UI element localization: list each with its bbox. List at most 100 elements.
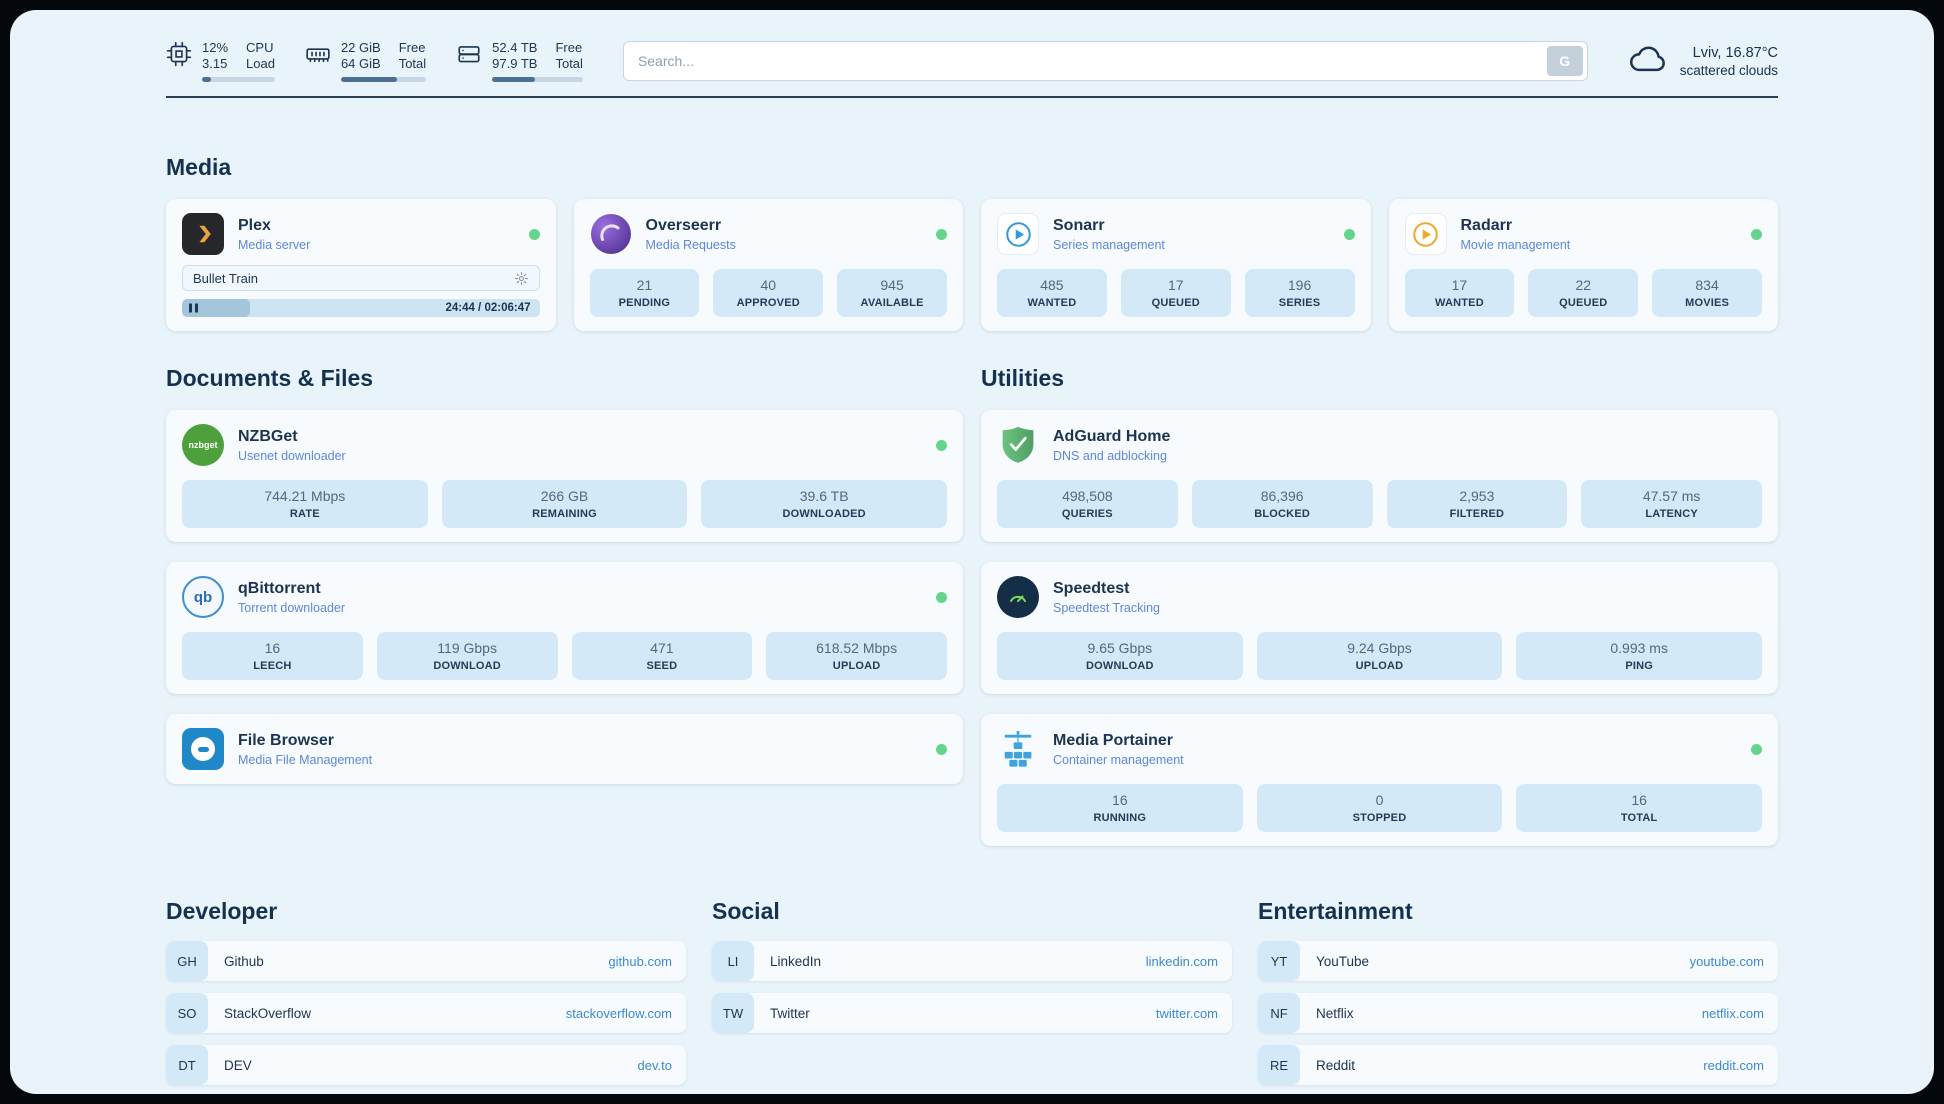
app-subtitle: DNS and adblocking [1053, 448, 1167, 463]
bookmark-name: DEV [224, 1057, 252, 1073]
status-dot [528, 228, 540, 240]
nzbget-icon: nzbget [182, 424, 224, 466]
bookmark-abbr: GH [166, 941, 208, 981]
documents-section: Documents & Files nzbget NZBGet Usenet d… [166, 365, 963, 784]
app-card-qbittorrent[interactable]: qb qBittorrent Torrent downloader 16 LEEC… [166, 562, 963, 694]
bookmark-abbr: LI [712, 941, 754, 981]
stat-box: 47.57 ms LATENCY [1581, 480, 1762, 528]
status-dot [1751, 228, 1762, 240]
app-card-speedtest[interactable]: Speedtest Speedtest Tracking 9.65 Gbps DO… [981, 562, 1778, 694]
app-card-portainer[interactable]: Media Portainer Container management 16 R… [981, 714, 1778, 846]
ram-progress-fill [340, 77, 398, 82]
stat-box: 0 STOPPED [1256, 784, 1503, 832]
ram-total-value: 64 GiB [340, 56, 381, 71]
bookmark-twitter[interactable]: TW Twitter twitter.com [712, 993, 1232, 1033]
bookmark-github[interactable]: GH Github github.com [166, 941, 686, 981]
bookmark-url: dev.to [637, 1057, 672, 1073]
stat-box: 9.65 Gbps DOWNLOAD [997, 632, 1243, 680]
app-card-nzbget[interactable]: nzbget NZBGet Usenet downloader 744.21 M… [166, 410, 963, 542]
bookmark-name: Twitter [770, 1005, 810, 1021]
stat-box: 0.993 ms PING [1516, 632, 1762, 680]
stat-box: 16 TOTAL [1516, 784, 1762, 832]
status-dot [1343, 228, 1355, 240]
app-card-filebrowser[interactable]: File Browser Media File Management [166, 714, 963, 784]
app-card-overseerr[interactable]: Overseerr Media Requests 21 PENDING 40 APP… [573, 199, 963, 331]
status-dot [1751, 743, 1762, 755]
bookmark-abbr: TW [712, 993, 754, 1033]
stat-box: 471 SEED [571, 632, 753, 680]
now-playing-title: Bullet Train [193, 270, 259, 286]
media-section: Media Plex Media server Bullet Train [166, 154, 1778, 331]
app-subtitle: Series management [1053, 237, 1165, 252]
bookmark-dev[interactable]: DT DEV dev.to [166, 1045, 686, 1085]
app-subtitle: Usenet downloader [238, 448, 346, 463]
bookmark-url: linkedin.com [1145, 953, 1218, 969]
bookmark-url: netflix.com [1701, 1005, 1764, 1021]
stat-box: 945 AVAILABLE [837, 269, 947, 317]
disk-free-label: Free [555, 40, 583, 55]
disk-total-value: 97.9 TB [492, 56, 538, 71]
bookmark-url: twitter.com [1155, 1005, 1218, 1021]
app-subtitle: Media File Management [238, 752, 373, 767]
search-box: G [622, 41, 1588, 81]
app-title: File Browser [238, 731, 335, 749]
disk-progress-track [492, 77, 583, 82]
cpu-progress-fill [202, 77, 211, 82]
app-subtitle: Container management [1053, 752, 1184, 767]
stat-box: 86,396 BLOCKED [1191, 480, 1373, 528]
topbar: 12% CPU 3.15 Load [166, 40, 1778, 82]
bookmark-url: reddit.com [1703, 1057, 1764, 1073]
weather-location: Lviv, 16.87°C [1692, 44, 1778, 61]
search-engine-button[interactable]: G [1546, 46, 1583, 76]
app-title: Sonarr [1053, 216, 1105, 234]
cpu-metric: 12% CPU 3.15 Load [166, 40, 275, 82]
bookmark-url: youtube.com [1689, 953, 1764, 969]
overseerr-icon [590, 213, 632, 255]
bookmark-name: YouTube [1316, 953, 1370, 969]
bookmark-url: github.com [608, 953, 672, 969]
app-title: Media Portainer [1053, 731, 1174, 749]
app-subtitle: Media Requests [645, 237, 736, 252]
bookmark-group-developer: Developer GH Github github.com SO StackO… [166, 898, 686, 1085]
bookmark-group-social: Social LI LinkedIn linkedin.com TW Twitt… [712, 898, 1232, 1085]
cpu-label: CPU [246, 40, 274, 55]
app-card-sonarr[interactable]: Sonarr Series management 485 WANTED 17 QUE… [981, 199, 1371, 331]
stat-box: 119 Gbps DOWNLOAD [376, 632, 558, 680]
disk-metric: 52.4 TB Free 97.9 TB Total [456, 40, 583, 82]
bookmark-stackoverflow[interactable]: SO StackOverflow stackoverflow.com [166, 993, 686, 1033]
bookmark-linkedin[interactable]: LI LinkedIn linkedin.com [712, 941, 1232, 981]
portainer-icon [997, 728, 1039, 770]
app-subtitle: Torrent downloader [238, 600, 346, 615]
cpu-usage-value: 12% [202, 40, 229, 55]
ram-metric: 22 GiB Free 64 GiB Total [305, 40, 427, 82]
plex-icon [182, 213, 224, 255]
search-input[interactable] [622, 41, 1588, 81]
documents-section-title: Documents & Files [166, 365, 374, 391]
stat-box: 21 PENDING [589, 269, 700, 317]
bookmark-youtube[interactable]: YT YouTube youtube.com [1258, 941, 1778, 981]
stat-box: 17 WANTED [1404, 269, 1515, 317]
bookmark-name: LinkedIn [770, 953, 822, 969]
stat-box: 618.52 Mbps UPLOAD [766, 632, 947, 680]
app-title: Radarr [1460, 216, 1513, 234]
gear-icon[interactable] [514, 271, 529, 286]
chip-icon [166, 41, 192, 72]
app-title: qBittorrent [238, 579, 321, 597]
bookmark-netflix[interactable]: NF Netflix netflix.com [1258, 993, 1778, 1033]
stat-box: 485 WANTED [997, 269, 1107, 317]
app-card-radarr[interactable]: Radarr Movie management 17 WANTED 22 QUEUE… [1388, 199, 1778, 331]
cpu-load-label: Load [246, 56, 275, 71]
stat-box: 40 APPROVED [713, 269, 824, 317]
stat-box: 744.21 Mbps RATE [182, 480, 428, 528]
pause-icon[interactable] [189, 303, 198, 313]
filebrowser-icon [182, 728, 224, 770]
app-card-adguard[interactable]: AdGuard Home DNS and adblocking 498,508 Q… [981, 410, 1778, 542]
status-dot [936, 591, 947, 603]
stat-box: 196 SERIES [1244, 269, 1355, 317]
disk-total-label: Total [555, 56, 583, 71]
app-card-plex[interactable]: Plex Media server Bullet Train [166, 199, 556, 331]
ram-free-label: Free [398, 40, 426, 55]
bookmark-reddit[interactable]: RE Reddit reddit.com [1258, 1045, 1778, 1085]
playback-progress-bar[interactable]: 24:44 / 02:06:47 [182, 299, 540, 317]
bookmark-abbr: YT [1258, 941, 1300, 981]
